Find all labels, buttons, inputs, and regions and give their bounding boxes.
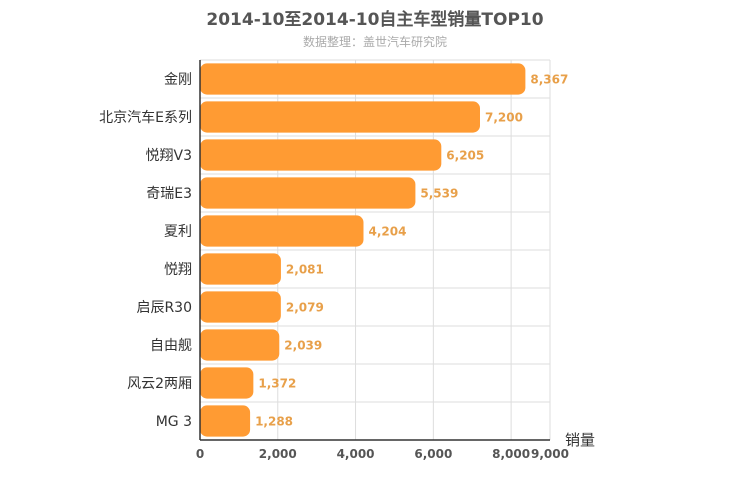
- bar: [200, 291, 281, 323]
- bar: [200, 215, 364, 247]
- x-tick-label: 0: [196, 447, 204, 461]
- category-label: MG 3: [156, 414, 192, 430]
- bar: [200, 329, 280, 361]
- bar: [200, 101, 480, 133]
- bars-layer: [200, 63, 526, 437]
- category-label: 奇瑞E3: [146, 185, 192, 202]
- data-label: 1,372: [258, 377, 296, 391]
- category-label: 北京汽车E系列: [99, 109, 192, 126]
- data-label: 7,200: [485, 111, 523, 125]
- chart-subtitle: 数据整理：盖世汽车研究院: [302, 35, 447, 49]
- bar: [200, 63, 526, 95]
- x-tick-label: 9,000: [531, 447, 569, 461]
- x-tick-label: 2,000: [259, 447, 297, 461]
- chart-title: 2014-10至2014-10自主车型销量TOP10: [206, 10, 544, 30]
- x-axis-title: 销量: [565, 431, 595, 449]
- data-label: 5,539: [420, 187, 458, 201]
- data-label: 6,205: [446, 149, 484, 163]
- x-tick-label: 6,000: [414, 447, 452, 461]
- data-label: 1,288: [255, 415, 293, 429]
- bar: [200, 177, 416, 209]
- bar: [200, 139, 442, 171]
- labels-layer: 8,367 7,200 6,205 5,539 4,204 2,081 2,079 2,039…: [255, 73, 568, 429]
- data-label: 2,039: [284, 339, 322, 353]
- bar: [200, 367, 254, 399]
- data-label: 2,081: [286, 263, 324, 277]
- grid-layer: [200, 59, 551, 441]
- category-label: 启辰R30: [136, 300, 192, 316]
- data-label: 8,367: [530, 73, 568, 87]
- x-tick-label: 8,000: [492, 447, 530, 461]
- category-label: 夏利: [164, 224, 192, 240]
- category-label: 悦翔: [164, 262, 192, 278]
- category-label: 金刚: [164, 72, 192, 88]
- category-label: 自由舰: [150, 338, 192, 354]
- data-label: 2,079: [286, 301, 324, 315]
- bar: [200, 253, 281, 285]
- data-label: 4,204: [368, 225, 406, 239]
- category-label: 风云2两厢: [127, 376, 192, 392]
- x-tick-label: 4,000: [337, 447, 375, 461]
- category-label: 悦翔V3: [146, 148, 192, 164]
- bar: [200, 405, 251, 437]
